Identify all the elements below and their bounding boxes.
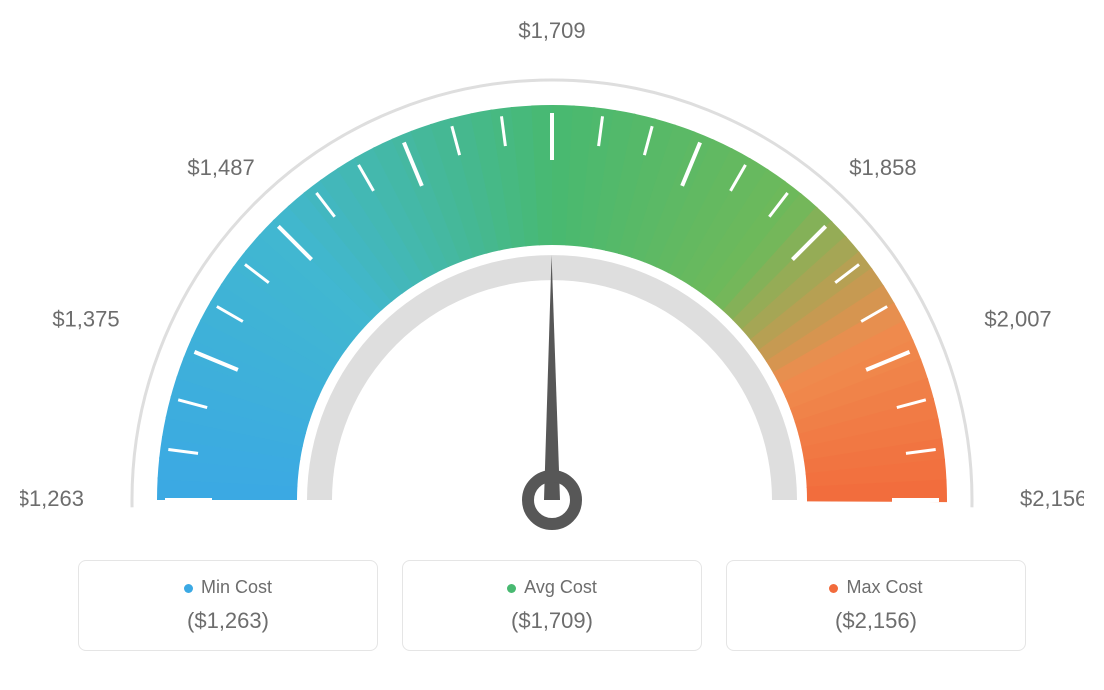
max-cost-value: ($2,156): [751, 608, 1001, 634]
gauge-needle: [544, 255, 560, 500]
gauge-tick-label: $1,263: [20, 486, 84, 511]
gauge-tick-label: $2,007: [984, 307, 1051, 332]
avg-cost-label: Avg Cost: [524, 577, 597, 597]
max-cost-card: Max Cost ($2,156): [726, 560, 1026, 651]
gauge-svg: $1,263 $1,375 $1,487 $1,709 $1,858 $2,007 $2,1…: [20, 10, 1084, 550]
min-cost-label: Min Cost: [201, 577, 272, 597]
gauge-tick-label: $1,487: [187, 155, 254, 180]
min-cost-value: ($1,263): [103, 608, 353, 634]
gauge-tick-label: $1,858: [849, 155, 916, 180]
gauge-tick-label: $2,156: [1020, 486, 1084, 511]
avg-cost-card: Avg Cost ($1,709): [402, 560, 702, 651]
dot-icon: [184, 584, 193, 593]
max-cost-label: Max Cost: [846, 577, 922, 597]
avg-cost-value: ($1,709): [427, 608, 677, 634]
gauge-tick-label: $1,709: [518, 18, 585, 43]
summary-cards: Min Cost ($1,263) Avg Cost ($1,709) Max …: [20, 560, 1084, 651]
min-cost-card: Min Cost ($1,263): [78, 560, 378, 651]
max-cost-title: Max Cost: [751, 577, 1001, 598]
min-cost-title: Min Cost: [103, 577, 353, 598]
cost-gauge: $1,263 $1,375 $1,487 $1,709 $1,858 $2,007 $2,1…: [20, 10, 1084, 550]
gauge-tick-label: $1,375: [52, 307, 119, 332]
dot-icon: [829, 584, 838, 593]
avg-cost-title: Avg Cost: [427, 577, 677, 598]
dot-icon: [507, 584, 516, 593]
